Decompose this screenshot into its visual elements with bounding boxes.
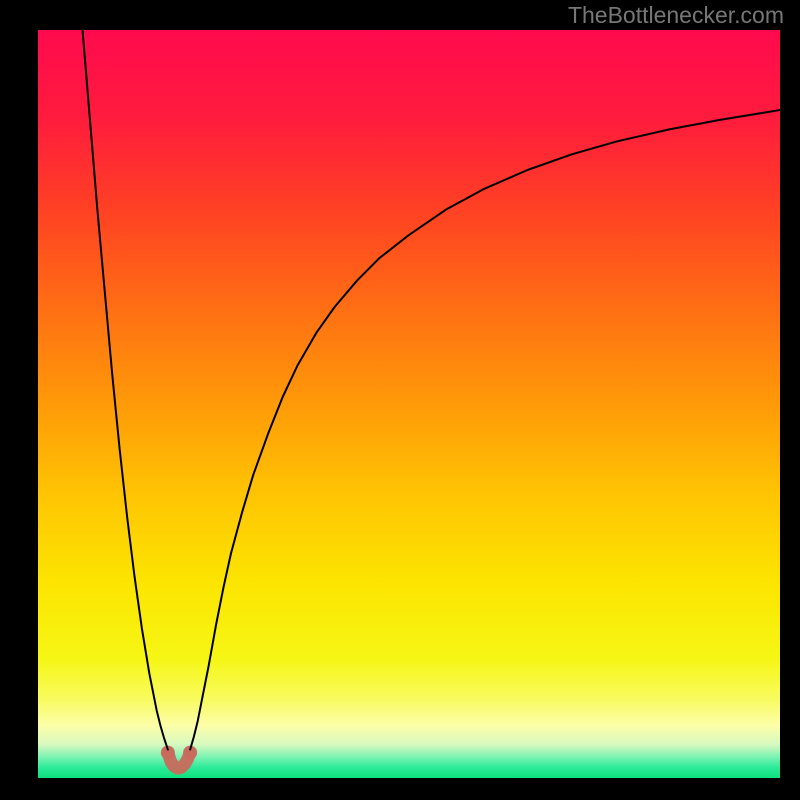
watermark-text: TheBottlenecker.com [568, 2, 784, 29]
chart-outer-frame: TheBottlenecker.com [0, 0, 800, 800]
chart-plot-area [38, 30, 780, 778]
chart-background-gradient [38, 30, 780, 778]
chart-svg [38, 30, 780, 778]
